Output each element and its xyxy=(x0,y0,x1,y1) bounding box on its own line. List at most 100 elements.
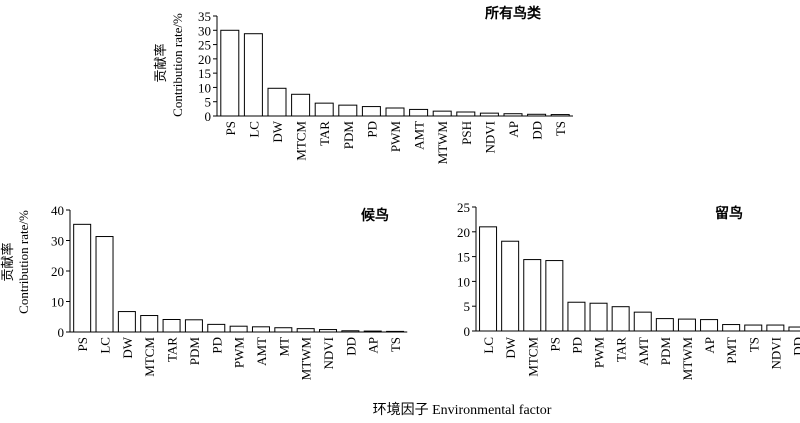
x-tick-label: MTWM xyxy=(435,121,450,165)
bar-pmt xyxy=(722,324,741,332)
bar-dw xyxy=(501,240,520,332)
bar-lc xyxy=(95,236,114,333)
x-tick-label: AP xyxy=(702,337,717,354)
y-axis-label-en: Contribution rate/% xyxy=(16,210,31,314)
x-tick-label: AMT xyxy=(254,337,269,366)
bar-pd xyxy=(207,323,226,333)
y-axis-label-cn: 贡献率 xyxy=(0,242,15,281)
x-tick-label: LC xyxy=(481,337,496,354)
x-tick-label: TS xyxy=(388,337,403,352)
y-tick-label: 25 xyxy=(457,200,470,215)
x-tick-label: MTCM xyxy=(142,337,157,377)
x-tick-label: PS xyxy=(547,337,562,351)
x-tick-label: MTCM xyxy=(294,121,309,161)
y-tick-label: 20 xyxy=(198,52,211,67)
bar-mtcm xyxy=(140,315,159,333)
x-tick-label: AMT xyxy=(636,337,651,366)
x-tick-label: PMT xyxy=(724,337,739,364)
y-tick-label: 30 xyxy=(51,234,64,249)
y-tick-label: 5 xyxy=(205,95,212,110)
y-tick-label: 0 xyxy=(58,325,65,340)
x-tick-label: MTCM xyxy=(525,337,540,377)
bar-pwm xyxy=(589,302,608,332)
x-axis-label: 环境因子 Environmental factor xyxy=(373,402,552,418)
bar-dd xyxy=(788,326,800,332)
x-tick-label: NDVI xyxy=(321,337,336,370)
x-tick-label: TS xyxy=(746,337,761,352)
x-tick-label: PS xyxy=(223,121,238,135)
y-tick-label: 10 xyxy=(198,80,211,95)
x-tick-label: MT xyxy=(276,337,291,357)
x-tick-label: DW xyxy=(120,336,135,358)
bar-pdm xyxy=(184,319,203,333)
bar-pwm xyxy=(385,107,405,117)
y-tick-label: 0 xyxy=(464,324,471,339)
chart-title: 所有鸟类 xyxy=(485,5,542,22)
x-tick-label: DD xyxy=(790,337,800,356)
bar-ps xyxy=(545,260,564,332)
bar-dd xyxy=(341,330,360,333)
chart-resident-birds: 0 5 10 15 20 25 LC DW MTCM PS PD PWM TAR AMT PDM MTWM AP… xyxy=(457,200,800,380)
y-tick-label: 40 xyxy=(51,203,64,218)
chart-migratory-birds: 0 10 20 30 40 PS LC DW MTCM TAR PDM PD PWM AMT MT MTWM N… xyxy=(0,203,408,380)
bar-ts xyxy=(386,330,405,333)
bar-tar xyxy=(162,318,181,333)
y-tick-label: 20 xyxy=(51,264,64,279)
x-tick-label: PD xyxy=(364,121,379,138)
y-tick-label: 20 xyxy=(457,225,470,240)
bar-mt xyxy=(274,327,293,333)
y-axis-label-cn: 贡献率 xyxy=(153,43,168,82)
bar-tar xyxy=(611,306,630,332)
bar-ndvi xyxy=(319,329,338,333)
bar-ndvi xyxy=(766,324,785,332)
x-tick-label: TAR xyxy=(165,337,180,362)
x-tick-label: PD xyxy=(209,337,224,354)
x-tick-label: PDM xyxy=(341,121,356,150)
y-tick-label: 25 xyxy=(198,38,211,53)
y-tick-label: 0 xyxy=(205,109,212,124)
bar-pwm xyxy=(229,325,248,333)
bar-pd xyxy=(567,301,586,332)
bar-ps xyxy=(73,223,92,333)
x-tick-label: TAR xyxy=(614,337,629,362)
x-tick-label: PDM xyxy=(187,337,202,366)
chart-title: 留鸟 xyxy=(715,205,743,222)
x-tick-label: LC xyxy=(246,121,261,138)
x-tick-label: NDVI xyxy=(482,121,497,154)
x-tick-label: DD xyxy=(530,121,545,140)
x-tick-label: NDVI xyxy=(768,337,783,370)
x-tick-label: AMT xyxy=(412,121,427,150)
bar-dw xyxy=(117,311,136,333)
bar-mtwm xyxy=(677,318,696,332)
y-tick-label: 10 xyxy=(51,295,64,310)
x-tick-label: TS xyxy=(553,121,568,136)
bar-amt xyxy=(251,326,270,333)
bar-mtwm xyxy=(432,110,452,117)
x-tick-label: AP xyxy=(366,337,381,354)
y-tick-label: 15 xyxy=(198,66,211,81)
bar-amt xyxy=(633,311,652,332)
bar-ap xyxy=(700,319,719,332)
bar-ap xyxy=(503,113,523,117)
bar-lc xyxy=(243,33,263,117)
bar-tar xyxy=(314,102,334,117)
y-tick-label: 5 xyxy=(464,299,471,314)
bar-ndvi xyxy=(479,112,499,117)
x-tick-label: LC xyxy=(98,337,113,354)
x-tick-label: AP xyxy=(506,121,521,138)
x-tick-label: PWM xyxy=(592,337,607,369)
x-tick-label: PDM xyxy=(658,337,673,366)
x-tick-label: MTWM xyxy=(680,337,695,381)
bar-pdm xyxy=(338,104,358,117)
x-tick-label: DW xyxy=(270,120,285,142)
bar-mtcm xyxy=(523,259,542,332)
x-tick-label: PWM xyxy=(232,337,247,369)
bar-dw xyxy=(267,87,287,117)
x-tick-label: PD xyxy=(569,337,584,354)
bar-pd xyxy=(361,106,381,117)
y-axis-label-en: Contribution rate/% xyxy=(170,13,185,117)
x-tick-label: DW xyxy=(503,336,518,358)
bar-dd xyxy=(527,113,547,117)
bar-ts xyxy=(744,324,763,332)
